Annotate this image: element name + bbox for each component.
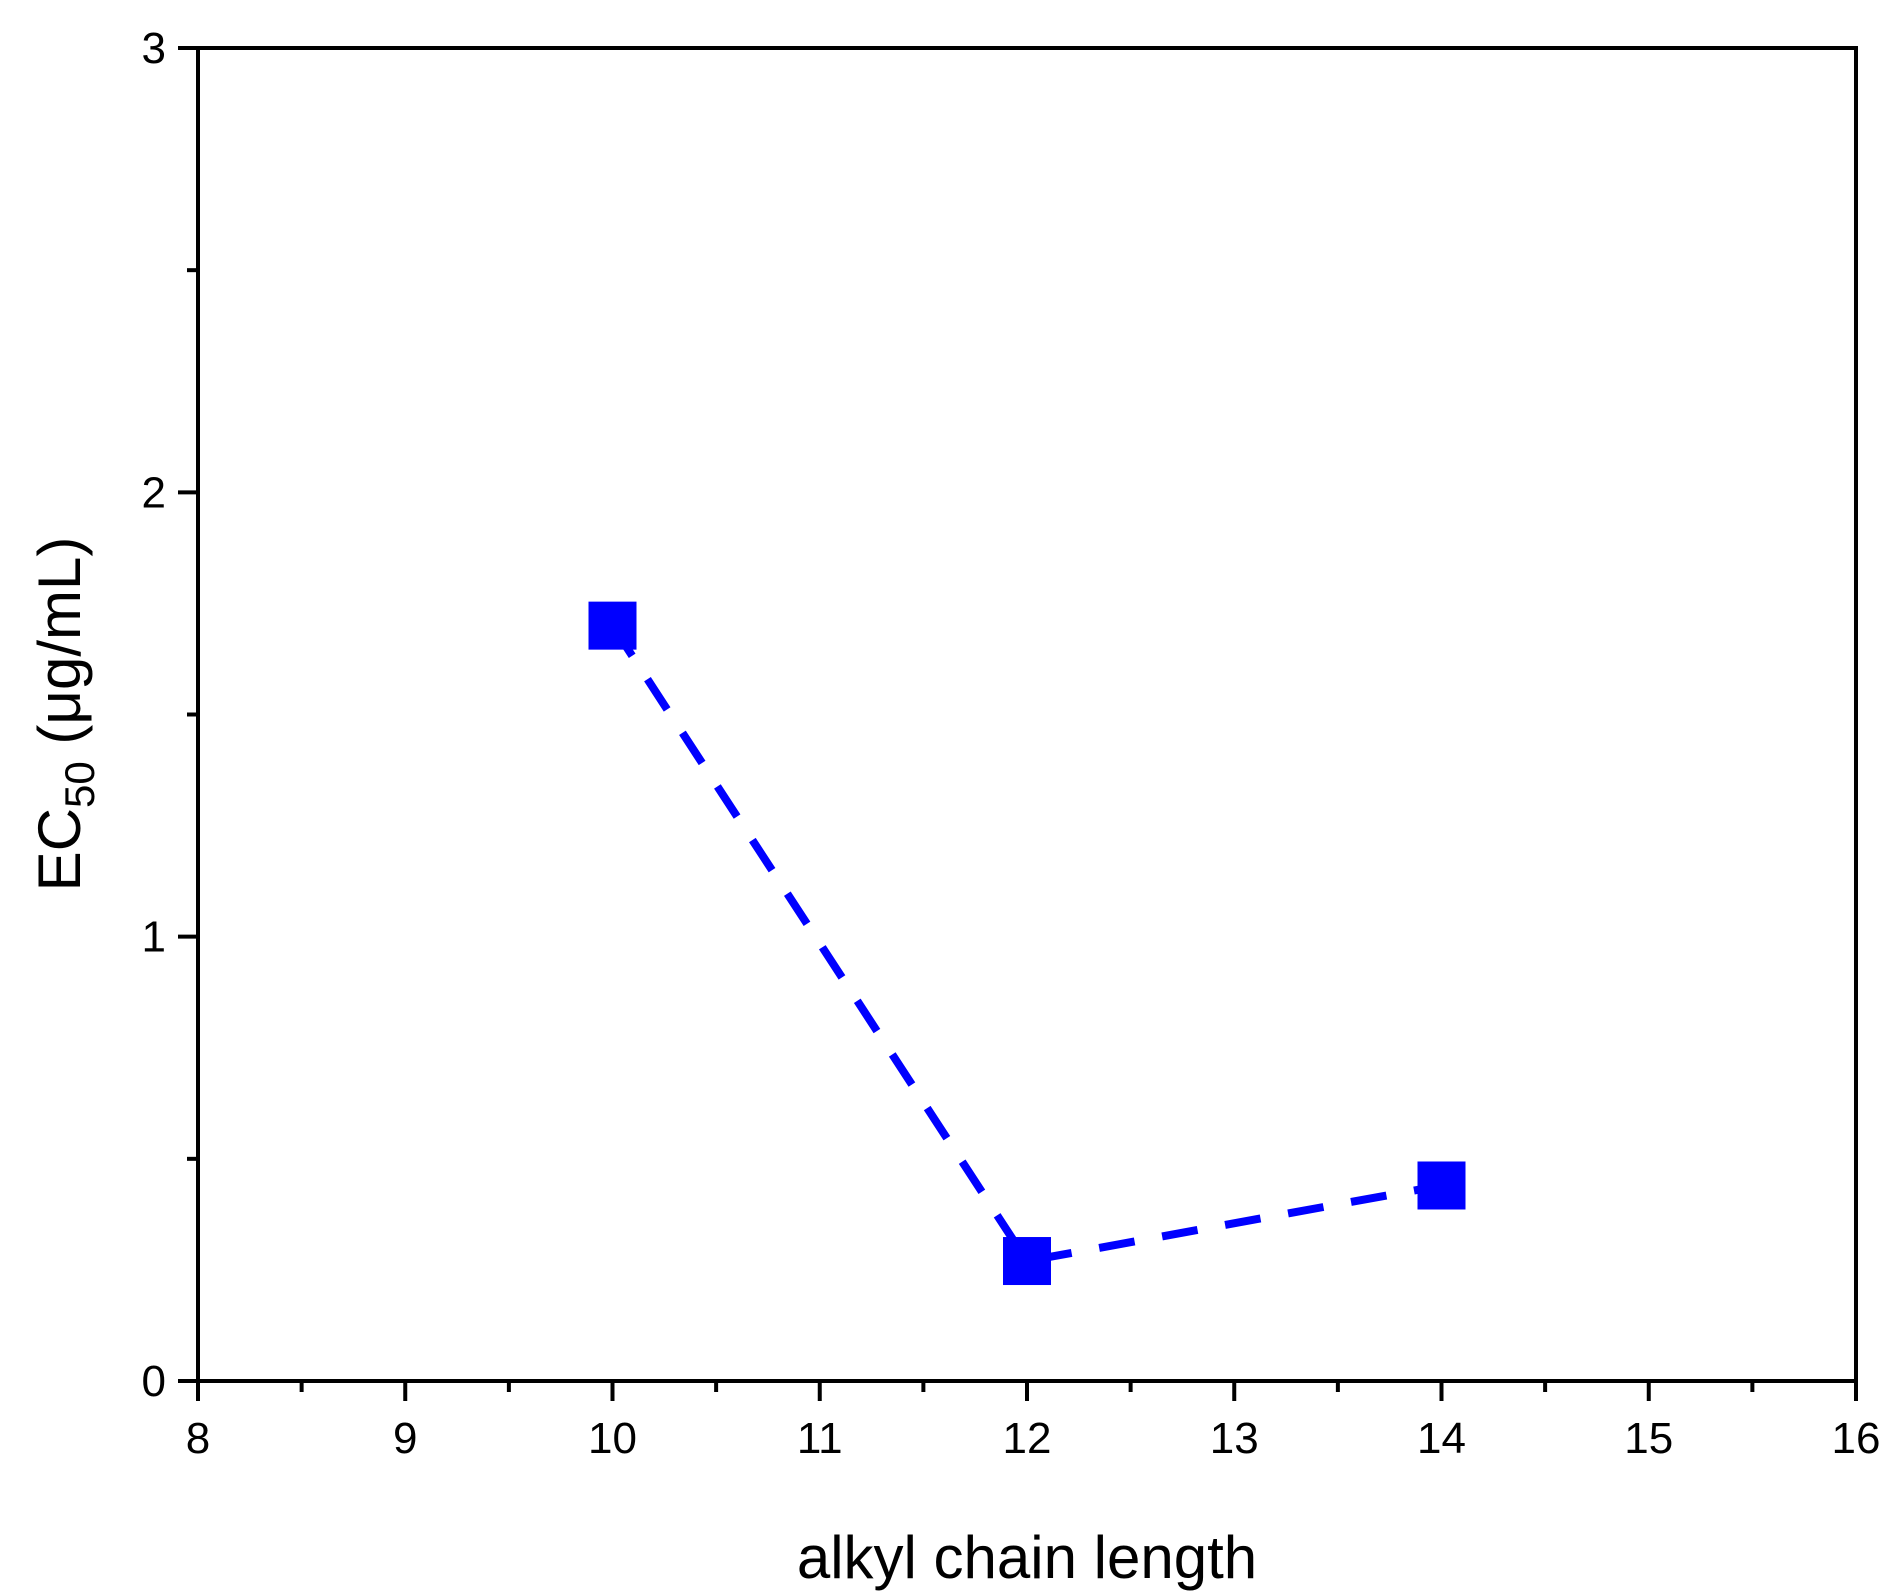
x-axis-ticks: 8 9 10 11 12 13 14 15 16 <box>186 1381 1881 1463</box>
x-tick-label: 12 <box>1003 1414 1052 1463</box>
y-axis-title: EC50 (μg/mL) <box>26 537 103 892</box>
y-tick-label: 0 <box>142 1357 166 1406</box>
series-line <box>609 623 1443 1266</box>
y-axis-title-main: EC <box>26 808 93 891</box>
x-tick-label: 16 <box>1832 1414 1881 1463</box>
x-tick-label: 15 <box>1624 1414 1673 1463</box>
x-tick-label: 14 <box>1417 1414 1466 1463</box>
x-tick-label: 13 <box>1210 1414 1259 1463</box>
x-tick-label: 11 <box>797 1414 843 1463</box>
x-tick-label: 10 <box>588 1414 637 1463</box>
plot-frame <box>196 46 1858 1383</box>
x-tick-label: 9 <box>393 1414 417 1463</box>
y-tick-label: 2 <box>142 468 166 517</box>
data-point <box>1417 1161 1466 1210</box>
x-axis-title: alkyl chain length <box>797 1524 1257 1591</box>
y-tick-label: 1 <box>142 913 166 962</box>
x-tick-label: 8 <box>186 1414 210 1463</box>
y-axis-title-subscript: 50 <box>56 761 103 808</box>
y-tick-label: 3 <box>142 24 166 73</box>
data-point <box>588 601 637 650</box>
series-layer <box>588 601 1466 1286</box>
y-axis-title-unit: (μg/mL) <box>26 537 93 762</box>
data-point <box>1003 1237 1051 1286</box>
y-axis-ticks: 0 1 2 3 <box>142 24 198 1406</box>
